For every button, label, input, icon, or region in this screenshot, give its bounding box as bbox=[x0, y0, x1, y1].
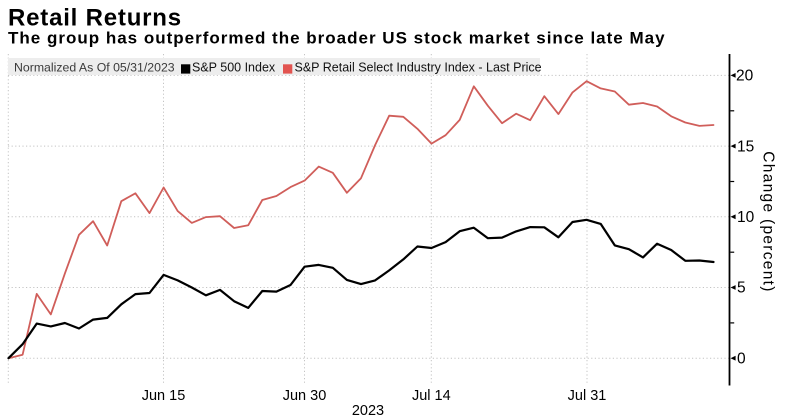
svg-text:Jul 31: Jul 31 bbox=[568, 388, 607, 404]
svg-text:10: 10 bbox=[737, 209, 755, 226]
svg-text:Normalized As Of 05/31/2023: Normalized As Of 05/31/2023 bbox=[14, 60, 175, 74]
svg-text:S&P Retail Select Industry Ind: S&P Retail Select Industry Index - Last … bbox=[295, 60, 542, 74]
svg-text:15: 15 bbox=[737, 138, 754, 155]
svg-text:S&P 500 Index: S&P 500 Index bbox=[192, 60, 276, 74]
svg-text:Change (percent): Change (percent) bbox=[759, 151, 776, 292]
svg-text:The group has outperformed the: The group has outperformed the broader U… bbox=[8, 29, 666, 48]
svg-text:20: 20 bbox=[736, 68, 754, 85]
svg-text:2023: 2023 bbox=[352, 403, 384, 419]
svg-text:5: 5 bbox=[737, 280, 746, 297]
svg-text:Jun 15: Jun 15 bbox=[142, 388, 186, 404]
svg-text:Jun 30: Jun 30 bbox=[283, 388, 327, 404]
svg-text:Retail Returns: Retail Returns bbox=[8, 4, 182, 31]
svg-text:Jul 14: Jul 14 bbox=[412, 388, 451, 404]
svg-text:0: 0 bbox=[737, 350, 746, 367]
